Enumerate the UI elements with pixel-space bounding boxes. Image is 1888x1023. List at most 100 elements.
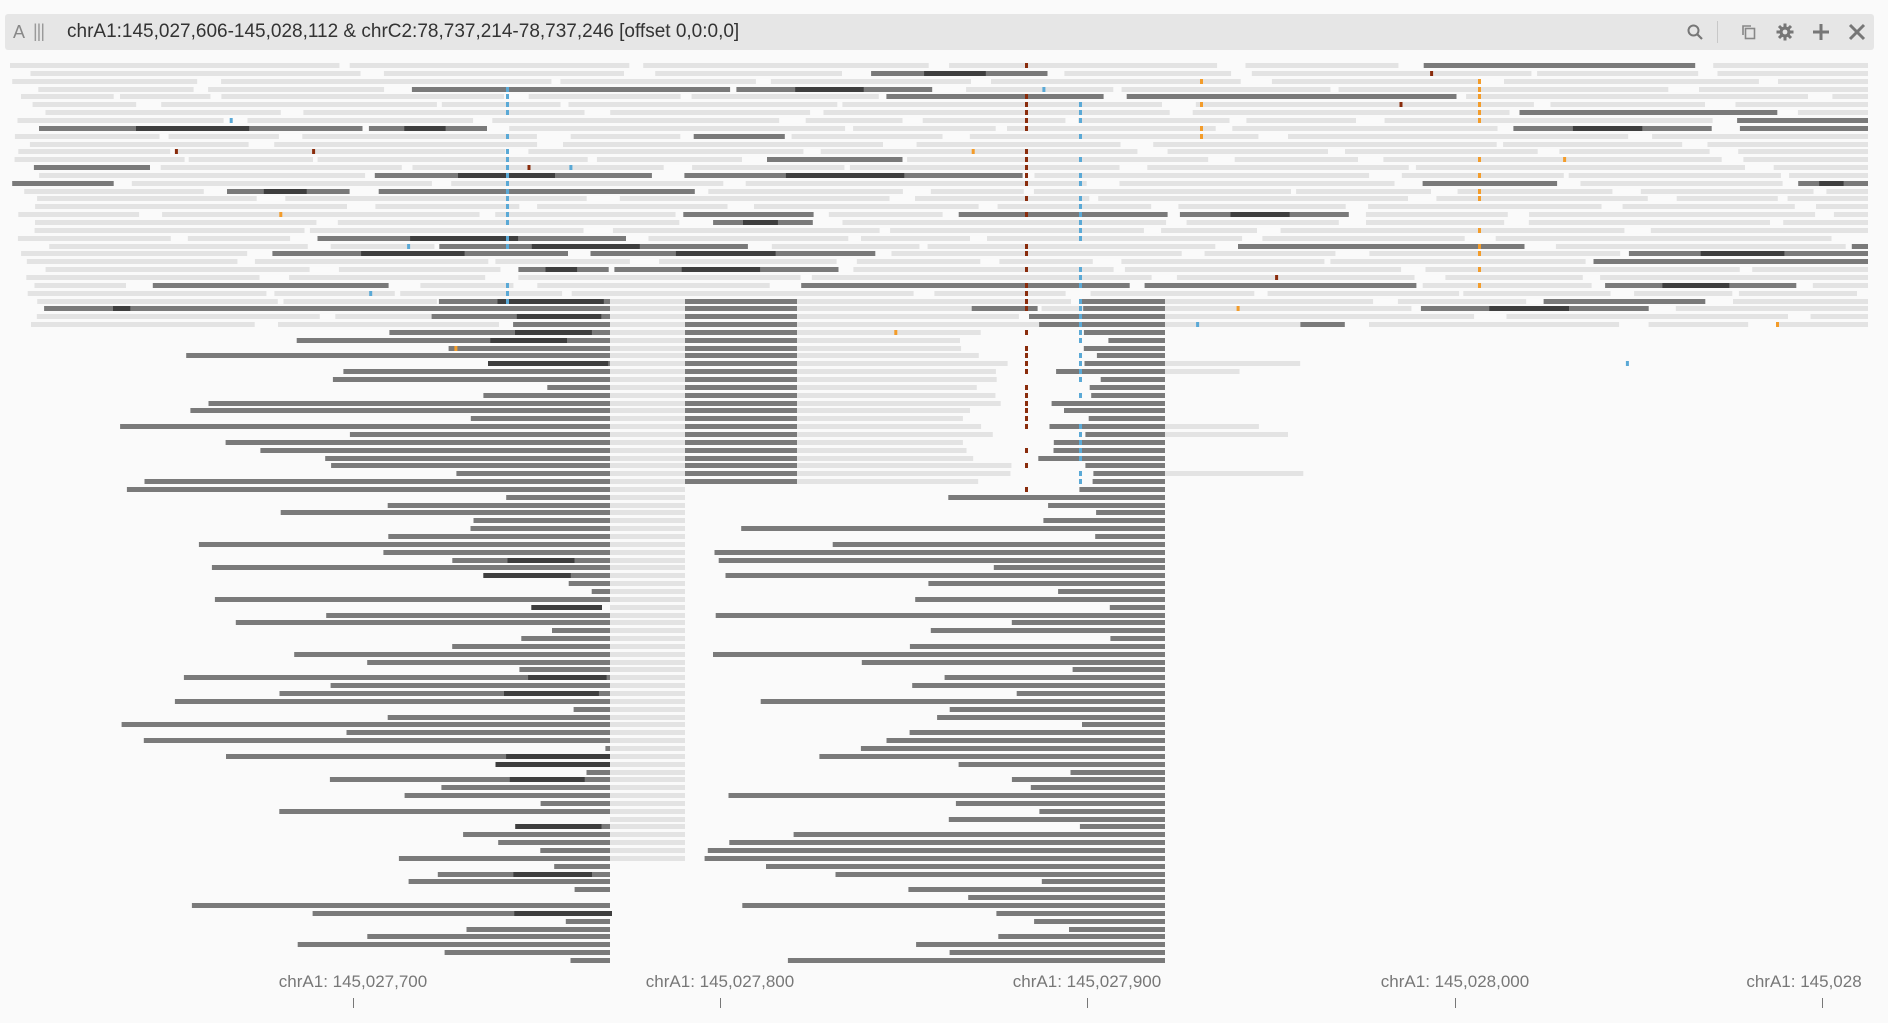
read[interactable] [787, 958, 1165, 963]
read[interactable] [568, 102, 838, 107]
mismatch-base[interactable] [1079, 353, 1082, 358]
mismatch-base[interactable] [1079, 118, 1082, 123]
mismatch-base[interactable] [1079, 448, 1082, 453]
mismatch-base[interactable] [1079, 424, 1082, 429]
mismatch-base[interactable] [1079, 393, 1082, 398]
read[interactable] [1735, 102, 1869, 107]
read[interactable] [685, 361, 797, 366]
read[interactable] [610, 762, 685, 767]
mismatch-base[interactable] [229, 118, 233, 123]
read[interactable] [1051, 401, 1165, 406]
read[interactable] [886, 94, 1104, 99]
read[interactable] [18, 149, 171, 154]
read[interactable] [1011, 620, 1165, 625]
read[interactable] [1787, 196, 1868, 201]
read[interactable] [1095, 534, 1165, 539]
read[interactable] [387, 503, 610, 508]
read[interactable] [1365, 212, 1508, 217]
read[interactable] [842, 220, 1167, 225]
mismatch-base[interactable] [1478, 251, 1481, 256]
read[interactable] [685, 377, 797, 382]
read[interactable] [214, 597, 610, 602]
read[interactable] [610, 322, 685, 327]
read[interactable] [610, 832, 685, 837]
mismatch-base[interactable] [506, 299, 509, 304]
read[interactable] [490, 338, 567, 343]
read[interactable] [39, 173, 366, 178]
read[interactable] [610, 353, 685, 358]
mismatch-base[interactable] [1025, 149, 1028, 154]
read[interactable] [404, 126, 446, 131]
read[interactable] [444, 950, 610, 955]
read[interactable] [560, 79, 756, 84]
read[interactable] [685, 479, 797, 484]
read[interactable] [693, 134, 785, 139]
read[interactable] [247, 118, 474, 123]
read[interactable] [685, 385, 797, 390]
read[interactable] [685, 432, 797, 437]
read[interactable] [1165, 361, 1301, 366]
read[interactable] [497, 299, 604, 304]
read[interactable] [610, 565, 685, 570]
read[interactable] [681, 267, 761, 272]
read[interactable] [45, 267, 310, 272]
read[interactable] [610, 495, 685, 500]
read[interactable] [797, 456, 974, 461]
mismatch-base[interactable] [506, 212, 509, 217]
mismatch-base[interactable] [1079, 369, 1082, 374]
read[interactable] [177, 149, 506, 154]
read[interactable] [924, 71, 986, 76]
mismatch-base[interactable] [569, 165, 573, 170]
read[interactable] [610, 683, 685, 688]
read[interactable] [610, 589, 685, 594]
read[interactable] [1495, 236, 1832, 241]
read[interactable] [274, 142, 538, 147]
read[interactable] [274, 291, 395, 296]
read[interactable] [17, 118, 224, 123]
read[interactable] [797, 408, 970, 413]
mismatch-base[interactable] [1025, 94, 1028, 99]
read[interactable] [820, 149, 1138, 154]
read[interactable] [32, 102, 137, 107]
read[interactable] [947, 299, 1071, 304]
read[interactable] [856, 259, 981, 264]
read[interactable] [38, 87, 194, 92]
read[interactable] [1034, 919, 1165, 924]
read[interactable] [521, 636, 610, 641]
read[interactable] [225, 440, 610, 445]
mismatch-base[interactable] [1079, 479, 1082, 484]
read[interactable] [785, 173, 905, 178]
read[interactable] [389, 330, 610, 335]
read[interactable] [1178, 204, 1346, 209]
read[interactable] [930, 189, 1024, 194]
read[interactable] [610, 518, 685, 523]
read[interactable] [518, 275, 801, 280]
read[interactable] [1555, 244, 1846, 249]
read[interactable] [797, 393, 996, 398]
read[interactable] [411, 87, 731, 92]
read[interactable] [1550, 102, 1706, 107]
read[interactable] [610, 746, 685, 751]
read[interactable] [610, 456, 685, 461]
read[interactable] [1095, 299, 1374, 304]
read[interactable] [1369, 251, 1621, 256]
read[interactable] [1383, 157, 1722, 162]
read[interactable] [260, 448, 610, 453]
read[interactable] [1147, 165, 1409, 170]
read[interactable] [1153, 314, 1475, 319]
read[interactable] [383, 550, 610, 555]
read[interactable] [742, 903, 1165, 908]
read[interactable] [1415, 165, 1745, 170]
mismatch-base[interactable] [279, 212, 283, 217]
read[interactable] [1572, 126, 1643, 131]
mismatch-base[interactable] [1079, 330, 1082, 335]
read[interactable] [610, 448, 685, 453]
read[interactable] [211, 565, 610, 570]
read[interactable] [1580, 181, 1783, 186]
read[interactable] [498, 840, 610, 845]
read[interactable] [35, 220, 317, 225]
read[interactable] [1144, 283, 1417, 288]
read[interactable] [770, 79, 971, 84]
read[interactable] [303, 110, 585, 115]
mismatch-base[interactable] [1079, 314, 1082, 319]
